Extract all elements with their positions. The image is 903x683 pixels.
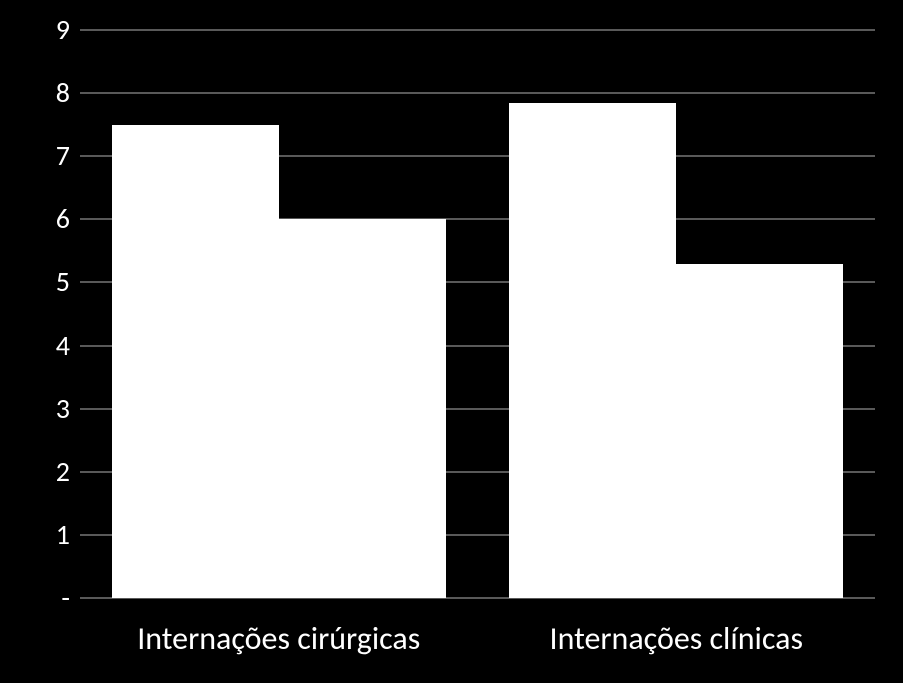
- y-tick-label: 4: [20, 328, 70, 363]
- category-label: Internações cirúrgicas: [112, 619, 446, 658]
- bar: [112, 125, 279, 598]
- y-tick-label: 1: [20, 517, 70, 552]
- chart-container: - 1 2 3 4 5 6 7 8 9 Internações cirúrgicas Internaç…: [0, 0, 903, 683]
- y-tick-label: 6: [20, 201, 70, 236]
- y-tick-label: 9: [20, 12, 70, 47]
- y-tick-label: -: [20, 580, 70, 615]
- gridline: [80, 92, 875, 94]
- gridline: [80, 29, 875, 31]
- y-tick-label: 5: [20, 264, 70, 299]
- y-tick-label: 2: [20, 454, 70, 489]
- bar: [676, 264, 843, 598]
- category-label: Internações clínicas: [509, 619, 843, 658]
- bar: [509, 103, 676, 598]
- y-tick-label: 7: [20, 138, 70, 173]
- bar: [279, 219, 446, 598]
- y-tick-label: 3: [20, 391, 70, 426]
- y-tick-label: 8: [20, 75, 70, 110]
